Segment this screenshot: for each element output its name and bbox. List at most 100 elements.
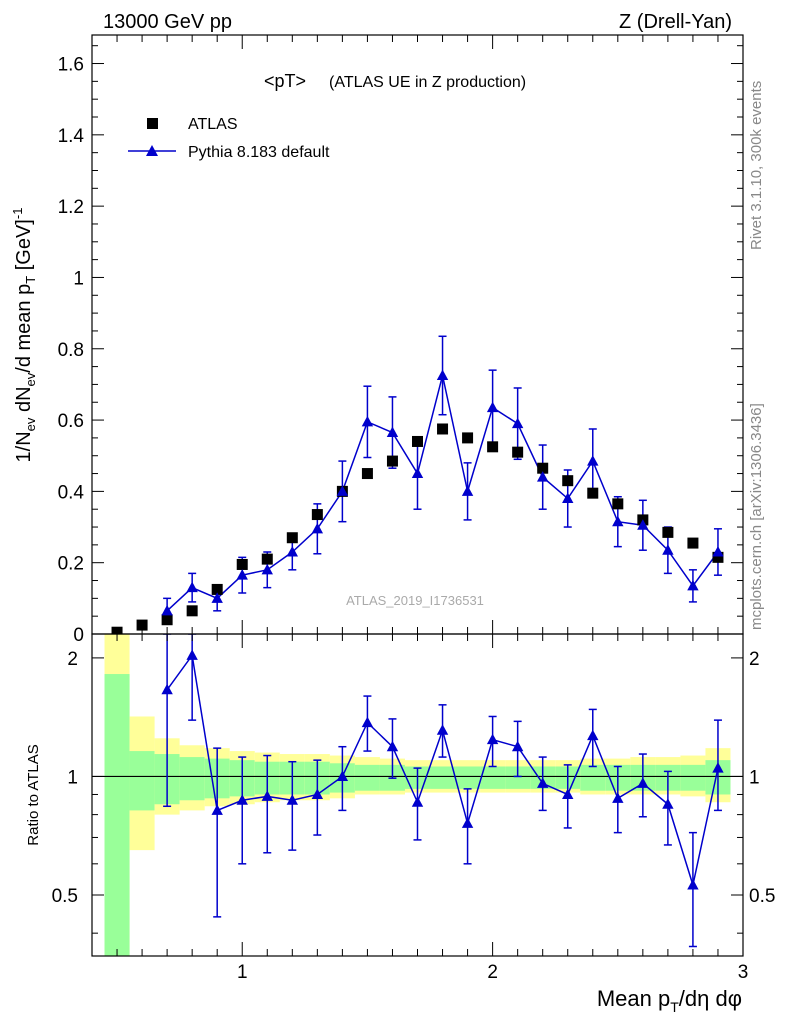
ratio-point (562, 788, 574, 799)
mc-point (236, 569, 248, 580)
ratio-point (361, 716, 374, 728)
mc-point (712, 545, 724, 557)
atlas-point (712, 551, 724, 563)
ratio-point (386, 740, 399, 752)
mc-point (562, 492, 574, 504)
bottom-ytick-label-right: 0.5 (749, 886, 775, 907)
xtick-label: 3 (738, 962, 749, 983)
mc-point (536, 471, 549, 482)
mc-point (386, 426, 399, 438)
top-ylabel: 1/Nev dNev/d mean pT [GeV]-1 (10, 208, 38, 463)
legend-atlas-label: ATLAS (188, 116, 238, 133)
top-ytick-label: 1 (73, 268, 84, 289)
ratio-point (436, 724, 449, 735)
side-label-bottom: mcplots.cern.ch [arXiv:1306.3436] (748, 403, 765, 630)
svg-text:Mean pT/dη dφ: Mean pT/dη dφ (597, 986, 742, 1015)
ratio-point (211, 804, 223, 815)
ratio-point (236, 794, 248, 805)
mc-point (461, 485, 474, 496)
xtick-label: 1 (237, 962, 248, 983)
mc-point (662, 544, 674, 555)
top-ytick-label: 1.6 (58, 55, 84, 76)
ratio-point (536, 777, 549, 788)
atlas-point (286, 532, 298, 544)
top-ytick-label: 1.4 (58, 126, 85, 147)
mc-point (436, 369, 449, 381)
ratio-point (612, 792, 624, 803)
ratio-point (411, 796, 424, 807)
top-ytick-label: 0.8 (58, 340, 84, 361)
atlas-point (687, 537, 699, 549)
bottom-ytick-label: 1 (67, 767, 78, 788)
mc-point (286, 545, 299, 557)
atlas-point (161, 614, 173, 626)
legend-mc-label: Pythia 8.183 default (188, 144, 330, 161)
analysis-watermark: ATLAS_2019_I1736531 (346, 593, 484, 608)
side-label-top: Rivet 3.1.10, 300k events (748, 81, 765, 250)
atlas-point (462, 432, 474, 444)
atlas-point (662, 526, 674, 538)
mc-point (687, 579, 699, 591)
plot-subtitle: (ATLAS UE in Z production) (329, 74, 526, 91)
mc-point (587, 455, 599, 466)
atlas-point (186, 605, 198, 617)
atlas-point (261, 553, 273, 565)
atlas-point (562, 475, 574, 487)
mc-point (336, 485, 349, 496)
mc-point (411, 467, 424, 479)
atlas-point (512, 446, 524, 458)
atlas-point (386, 455, 398, 467)
top-title: <pT> (ATLAS UE in Z production) (264, 71, 526, 91)
ratio-point (712, 762, 724, 773)
top-ytick-label: 1.2 (58, 197, 84, 218)
top-ytick-label: 0 (73, 625, 84, 646)
ratio-point (261, 790, 273, 801)
atlas-point (587, 487, 599, 499)
bottom-ytick-label: 0.5 (52, 886, 78, 907)
band-inner-bin (354, 764, 380, 791)
svg-text:1/Nev dNev/d mean pT [GeV]-1: 1/Nev dNev/d mean pT [GeV]-1 (10, 208, 38, 463)
atlas-point (361, 468, 373, 480)
mc-point (486, 401, 499, 413)
legend-mc-marker (146, 145, 158, 156)
atlas-point (487, 441, 499, 453)
top-ytick-label: 0.4 (58, 482, 85, 503)
legend-atlas-marker (147, 118, 158, 129)
plot-title: <pT> (264, 71, 306, 91)
atlas-point (412, 435, 423, 447)
x-axis-title: Mean pT/dη dφ (597, 986, 742, 1015)
atlas-point (437, 423, 449, 435)
legend: ATLAS Pythia 8.183 default (128, 116, 330, 161)
atlas-point (311, 509, 323, 521)
ratio-point (336, 770, 349, 781)
mc-point (612, 515, 624, 527)
ratio-point (461, 817, 474, 828)
ratio-point (587, 729, 599, 741)
ratio-point (186, 649, 198, 660)
band-inner-bin (179, 757, 205, 801)
ratio-point (311, 788, 324, 799)
band-inner-bin (455, 766, 481, 789)
mc-point (311, 522, 324, 534)
mc-point (637, 519, 649, 530)
top-ytick-label: 0.6 (58, 411, 84, 432)
header-left: 13000 GeV pp (103, 11, 232, 33)
bottom-ytick-label-right: 1 (749, 767, 760, 788)
ratio-point (662, 798, 674, 809)
atlas-point (236, 558, 248, 570)
atlas-point (612, 498, 624, 510)
atlas-point (211, 583, 223, 595)
ratio-point (286, 794, 299, 805)
band-inner-bin (480, 766, 506, 789)
mc-point (161, 604, 173, 616)
bottom-ytick-label: 2 (67, 649, 78, 670)
ratio-point (161, 683, 173, 695)
mc-point (186, 581, 198, 593)
band-inner-bin (580, 764, 606, 791)
ratio-point (687, 879, 699, 890)
mc-point (511, 417, 524, 429)
xtick-label: 2 (487, 962, 498, 983)
mc-point (211, 592, 223, 603)
header-right: Z (Drell-Yan) (619, 11, 732, 33)
